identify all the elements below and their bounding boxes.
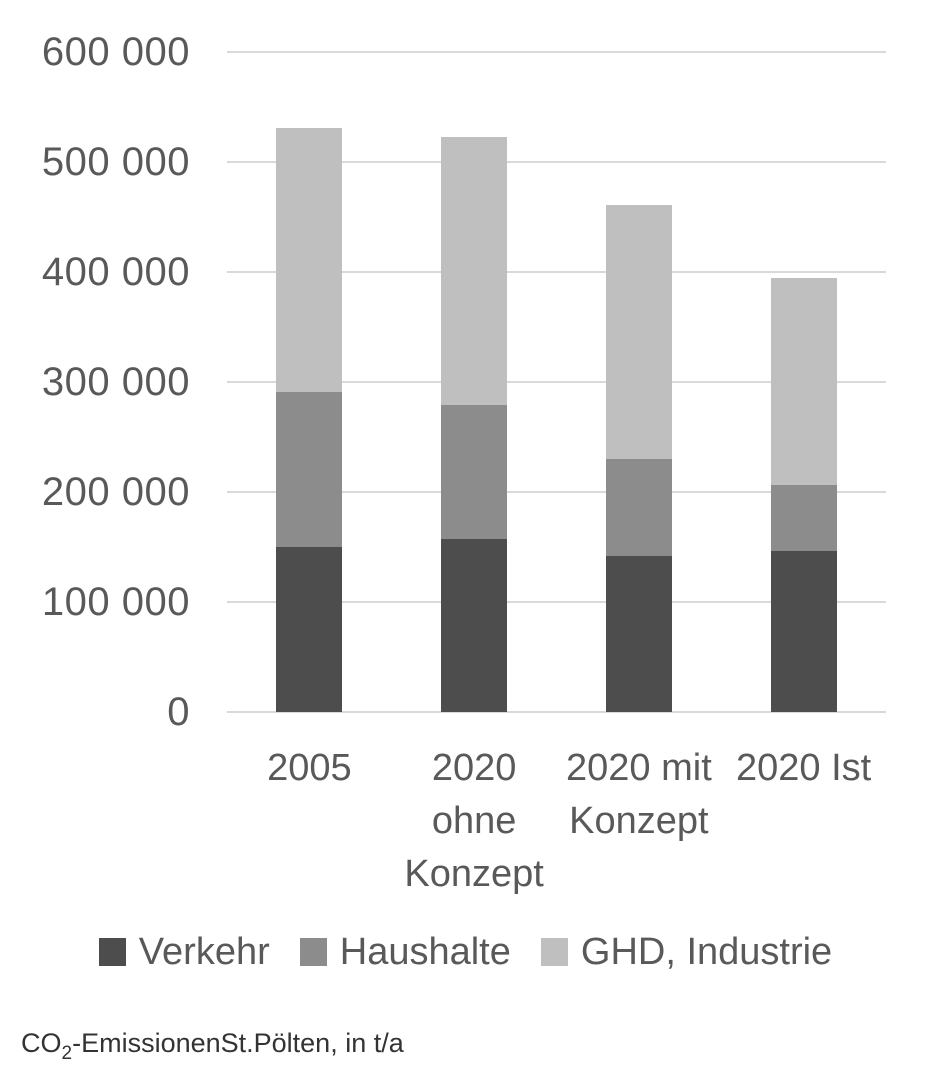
stacked-bar [770, 52, 837, 712]
legend-label: Haushalte [339, 931, 511, 973]
bar-segment-verkehr [441, 539, 508, 712]
gridline [227, 491, 886, 493]
legend-label: Verkehr [138, 931, 270, 973]
x-axis-label: 2020 Ist [736, 747, 872, 789]
chart-caption: CO2-EmissionenSt.Pölten, in t/a [21, 1026, 404, 1064]
legend-label: GHD, Industrie [580, 931, 833, 973]
legend-item-verkehr: Verkehr [98, 930, 270, 974]
gridline [227, 51, 886, 53]
caption-rest: -EmissionenSt.Pölten, in t/a [72, 1028, 404, 1058]
legend: Verkehr Haushalte GHD, Industrie [0, 930, 931, 974]
y-tick-label: 600 000 [41, 30, 190, 74]
bar-segment-ghd-industrie [770, 277, 837, 486]
gridline [227, 381, 886, 383]
y-tick-label: 500 000 [41, 140, 190, 184]
bar-segment-verkehr [276, 547, 343, 712]
bar-column-2020-ohne-konzept [392, 52, 557, 712]
bar-segment-ghd-industrie [605, 204, 672, 460]
bar-segment-haushalte [770, 485, 837, 552]
bar-segment-verkehr [770, 551, 837, 712]
gridline [227, 601, 886, 603]
y-tick-label: 400 000 [41, 250, 190, 294]
y-tick-label: 300 000 [41, 360, 190, 404]
caption-subscript: 2 [61, 1043, 73, 1064]
stacked-bar [276, 52, 343, 712]
y-tick-label: 0 [167, 690, 190, 734]
gridline [227, 711, 886, 713]
bar-segment-ghd-industrie [441, 136, 508, 406]
gridline [227, 161, 886, 163]
stacked-bar [441, 52, 508, 712]
legend-item-haushalte: Haushalte [299, 930, 511, 974]
caption-prefix: CO [21, 1028, 62, 1058]
y-tick-label: 200 000 [41, 470, 190, 514]
legend-item-ghd-industrie: GHD, Industrie [540, 930, 833, 974]
bar-segment-ghd-industrie [276, 127, 343, 392]
bar-segment-verkehr [605, 555, 672, 712]
x-axis: 2005 2020 ohne Konzept 2020 mit Konzept 202… [227, 742, 886, 901]
bar-column-2020-mit-konzept [557, 52, 722, 712]
legend-swatch-icon [540, 938, 568, 966]
bar-column-2005 [227, 52, 392, 712]
stacked-bar [605, 52, 672, 712]
bar-segment-haushalte [605, 459, 672, 556]
bar-segment-haushalte [441, 405, 508, 540]
legend-swatch-icon [98, 938, 126, 966]
x-axis-label: 2020 mit Konzept [566, 747, 712, 842]
x-axis-label: 2005 [267, 747, 352, 789]
bar-column-2020-ist [721, 52, 886, 712]
y-axis: 600 000 500 000 400 000 300 000 200 000 100 0… [0, 0, 190, 760]
y-tick-label: 100 000 [41, 580, 190, 624]
legend-swatch-icon [299, 938, 327, 966]
plot-area [227, 51, 886, 713]
x-axis-label: 2020 ohne Konzept [404, 747, 544, 895]
gridline [227, 271, 886, 273]
bar-segment-haushalte [276, 391, 343, 547]
bars [227, 52, 886, 712]
